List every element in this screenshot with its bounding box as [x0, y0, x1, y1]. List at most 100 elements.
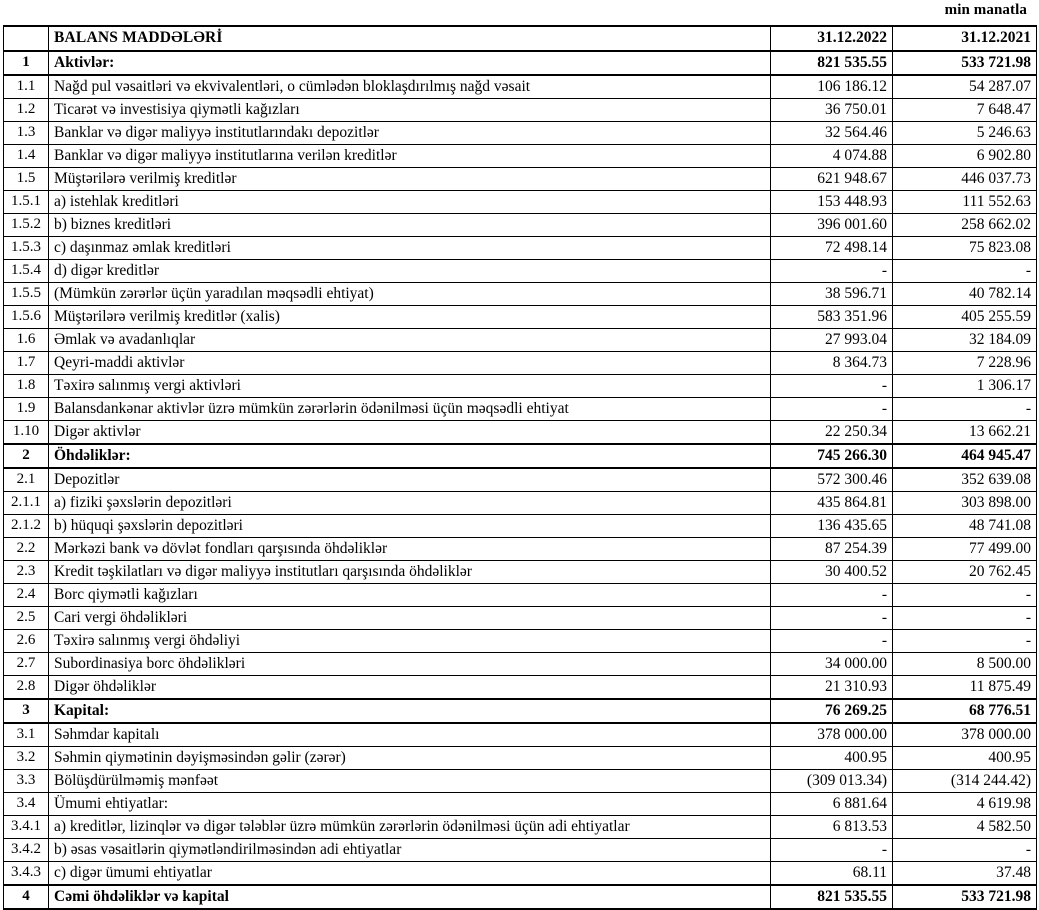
measurement-unit-note: min manatla	[944, 2, 1027, 18]
table-row: 1.9 Balansdankənar aktivlər üzrə mümkün z…	[3, 397, 1037, 421]
row-description: Bölüşdürülməmiş mənfəət	[48, 769, 771, 793]
row-description: Aktivlər:	[48, 50, 771, 76]
row-value-2021: 77 499.00	[892, 537, 1037, 561]
row-description: Banklar və digər maliyyə institutlarında…	[48, 121, 771, 145]
row-number: 1.4	[3, 144, 49, 168]
row-number: 1.10	[3, 420, 49, 445]
table-row: 3.4 Ümumi ehtiyatlar: 6 881.64 4 619.98	[3, 792, 1037, 816]
row-description: Depozitlər	[48, 467, 771, 492]
row-description: b) biznes kreditləri	[48, 213, 771, 237]
table-row: 2.1.2 b) hüquqi şəxslərin depozitləri 136 …	[3, 514, 1037, 538]
row-value-2022: 36 750.01	[770, 98, 893, 122]
row-value-2022: -	[770, 838, 893, 862]
row-description: Borc qiymətli kağızları	[48, 583, 771, 607]
row-number: 3.3	[3, 769, 49, 793]
row-number: 1.5	[3, 167, 49, 191]
row-value-2022: 72 498.14	[770, 236, 893, 260]
row-description: Subordinasiya borc öhdəlikləri	[48, 652, 771, 676]
table-row: 2.6 Təxirə salınmış vergi öhdəliyi - -	[3, 629, 1037, 653]
table-row: 1.10 Digər aktivlər 22 250.34 13 662.21	[3, 420, 1037, 445]
row-value-2022: 87 254.39	[770, 537, 893, 561]
row-value-2021: 11 875.49	[892, 675, 1037, 700]
row-description: b) hüquqi şəxslərin depozitləri	[48, 514, 771, 538]
table-row: 3.4.2 b) əsas vəsaitlərin qiymətləndirilm…	[3, 838, 1037, 862]
row-number: 3.2	[3, 746, 49, 770]
row-number: 3	[3, 698, 49, 724]
row-value-2022: 32 564.46	[770, 121, 893, 145]
row-value-2022: 22 250.34	[770, 420, 893, 445]
header-cell-period-2021: 31.12.2021	[892, 25, 1037, 52]
row-description: c) daşınmaz əmlak kreditləri	[48, 236, 771, 260]
table-row: 1.6 Əmlak və avadanlıqlar 27 993.04 32 184.…	[3, 328, 1037, 352]
row-value-2021: 4 582.50	[892, 815, 1037, 839]
row-value-2022: 8 364.73	[770, 351, 893, 375]
row-value-2022: 34 000.00	[770, 652, 893, 676]
table-row: 2.2 Mərkəzi bank və dövlət fondları qarşı…	[3, 537, 1037, 561]
row-value-2022: 621 948.67	[770, 167, 893, 191]
row-value-2021: 352 639.08	[892, 467, 1037, 492]
row-value-2021: 258 662.02	[892, 213, 1037, 237]
table-row: 3.4.1 a) kreditlər, lizinqlər və digər tə…	[3, 815, 1037, 839]
table-row: 1.5.1 a) istehlak kreditləri 153 448.93 111…	[3, 190, 1037, 214]
row-value-2021: -	[892, 606, 1037, 630]
row-value-2022: 6 881.64	[770, 792, 893, 816]
row-value-2022: 30 400.52	[770, 560, 893, 584]
table-row: 1.5.5 (Mümkün zərərlər üçün yaradılan məq…	[3, 282, 1037, 306]
row-number: 2.4	[3, 583, 49, 607]
table-row: 1.5.6 Müştərilərə verilmiş kreditlər (xal…	[3, 305, 1037, 329]
row-value-2021: 6 902.80	[892, 144, 1037, 168]
row-value-2021: 54 287.07	[892, 74, 1037, 99]
row-value-2021: 303 898.00	[892, 491, 1037, 515]
row-number: 1	[3, 50, 49, 76]
row-number: 2.1.2	[3, 514, 49, 538]
table-header-row: BALANS MADDƏLƏRİ 31.12.2022 31.12.2021	[3, 25, 1037, 52]
row-value-2021: 7 648.47	[892, 98, 1037, 122]
row-value-2021: 400.95	[892, 746, 1037, 770]
row-number: 2.5	[3, 606, 49, 630]
table-row: 1.4 Banklar və digər maliyyə institutları…	[3, 144, 1037, 168]
row-description: Öhdəliklər:	[48, 443, 771, 469]
row-number: 1.6	[3, 328, 49, 352]
table-body: 1 Aktivlər: 821 535.55 533 721.98 1.1 Nağd pu…	[3, 50, 1037, 910]
table-row: 1.8 Təxirə salınmış vergi aktivləri -1 306…	[3, 374, 1037, 398]
row-number: 2.8	[3, 675, 49, 700]
row-description: Banklar və digər maliyyə institutlarına …	[48, 144, 771, 168]
row-description: Kapital:	[48, 698, 771, 724]
table-row: 3.3 Bölüşdürülməmiş mənfəət (309 013.34) (3…	[3, 769, 1037, 793]
table-row: 2.4 Borc qiymətli kağızları - -	[3, 583, 1037, 607]
row-description: Əmlak və avadanlıqlar	[48, 328, 771, 352]
table-row: 2.1.1 a) fiziki şəxslərin depozitləri 435 …	[3, 491, 1037, 515]
row-description: Ümumi ehtiyatlar:	[48, 792, 771, 816]
row-value-2021: -	[892, 629, 1037, 653]
row-description: a) fiziki şəxslərin depozitləri	[48, 491, 771, 515]
row-value-2021: 48 741.08	[892, 514, 1037, 538]
row-number: 1.5.6	[3, 305, 49, 329]
header-cell-period-2022: 31.12.2022	[770, 25, 893, 52]
row-value-2021: 378 000.00	[892, 722, 1037, 747]
row-description: Təxirə salınmış vergi aktivləri	[48, 374, 771, 398]
row-value-2021: 5 246.63	[892, 121, 1037, 145]
row-number: 2.7	[3, 652, 49, 676]
row-value-2021: -	[892, 583, 1037, 607]
row-description: Kredit təşkilatları və digər maliyyə ins…	[48, 560, 771, 584]
row-description: (Mümkün zərərlər üçün yaradılan məqsədli…	[48, 282, 771, 306]
row-description: Balansdankənar aktivlər üzrə mümkün zərə…	[48, 397, 771, 421]
row-number: 3.1	[3, 722, 49, 747]
row-description: Müştərilərə verilmiş kreditlər (xalis)	[48, 305, 771, 329]
row-number: 1.5.5	[3, 282, 49, 306]
row-number: 1.1	[3, 74, 49, 99]
row-value-2021: 111 552.63	[892, 190, 1037, 214]
row-number: 1.2	[3, 98, 49, 122]
row-number: 3.4.2	[3, 838, 49, 862]
row-value-2022: -	[770, 629, 893, 653]
row-value-2022: -	[770, 397, 893, 421]
row-description: d) digər kreditlər	[48, 259, 771, 283]
row-value-2021: 40 782.14	[892, 282, 1037, 306]
table-row: 1.5.2 b) biznes kreditləri 396 001.60 258 6…	[3, 213, 1037, 237]
row-number: 1.5.4	[3, 259, 49, 283]
row-value-2021: 75 823.08	[892, 236, 1037, 260]
table-row: 1.3 Banklar və digər maliyyə institutları…	[3, 121, 1037, 145]
row-description: Digər öhdəliklər	[48, 675, 771, 700]
row-number: 1.3	[3, 121, 49, 145]
row-value-2021: 1 306.17	[892, 374, 1037, 398]
